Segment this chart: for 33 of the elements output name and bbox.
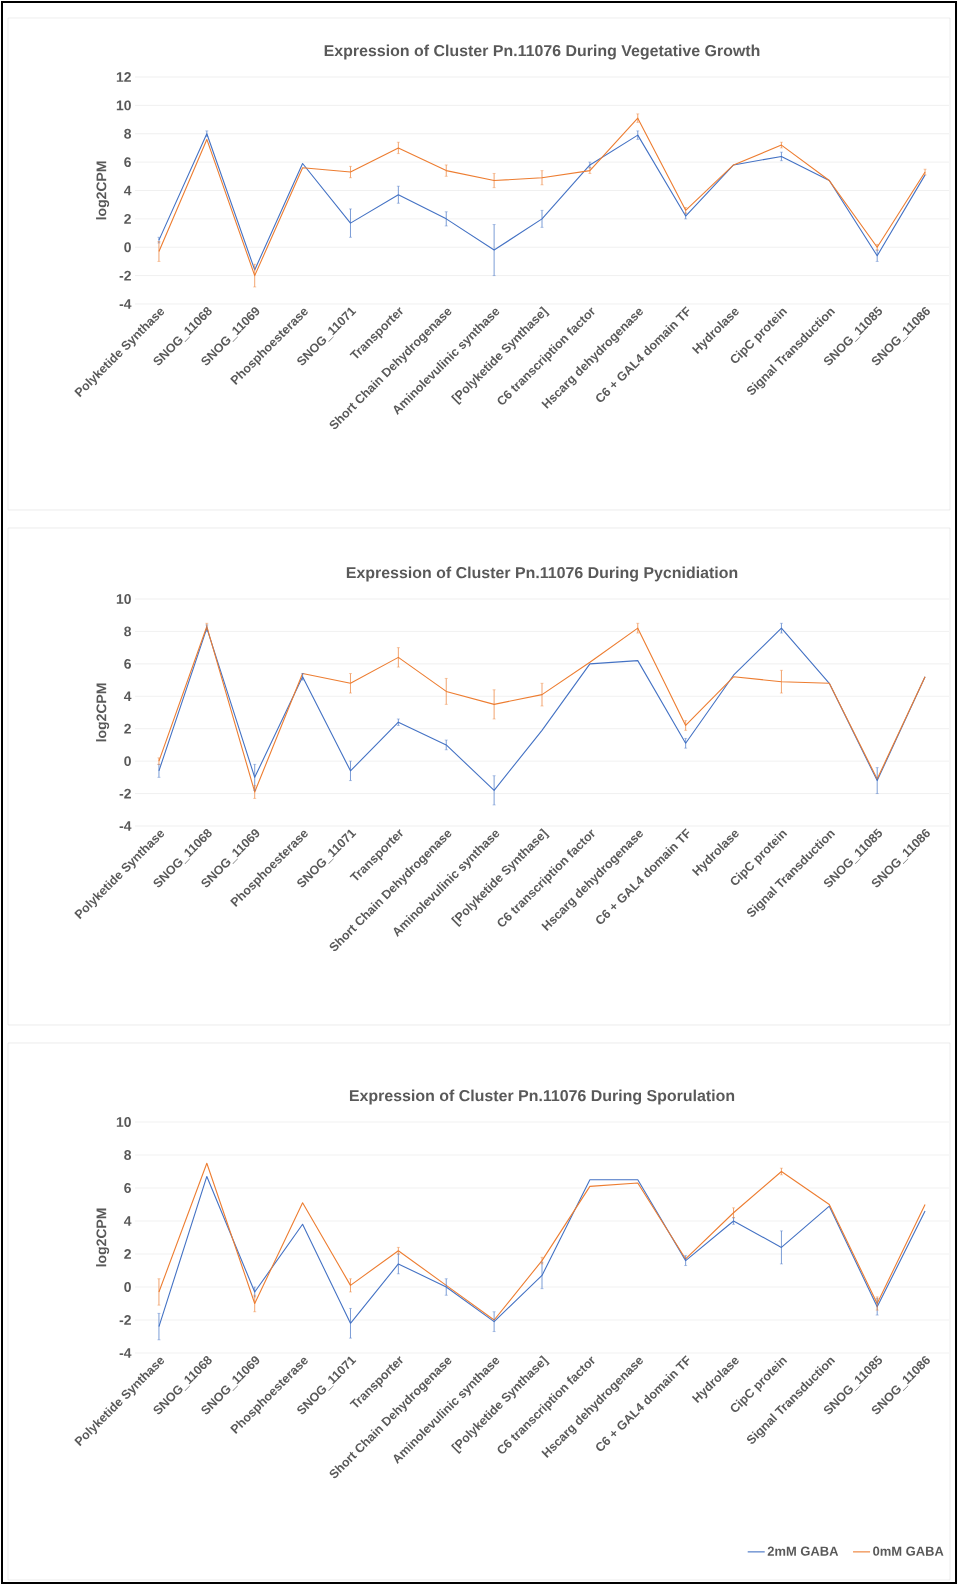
y-tick-label: 2 [124, 1249, 131, 1259]
chart-title: Expression of Cluster Pn.11076 During Vegetative Growth [324, 44, 760, 60]
y-tick-label: 4 [123, 691, 132, 702]
y-tick-label: 0 [124, 242, 131, 253]
y-tick-label: 6 [124, 157, 131, 168]
y-tick-label: 8 [124, 128, 132, 139]
y-tick-label: 6 [124, 1183, 131, 1193]
y-tick-label: 8 [124, 1150, 132, 1160]
y-tick-label: 10 [116, 594, 131, 604]
y-tick-label: -4 [119, 821, 132, 831]
y-tick-label: 12 [116, 72, 131, 82]
y-tick-label: 8 [124, 626, 132, 637]
y-tick-label: -2 [119, 788, 131, 799]
y-axis-title: log2CPM [96, 1208, 110, 1267]
y-tick-label: -2 [119, 270, 131, 281]
y-tick-label: 10 [116, 1117, 131, 1127]
legend-label: 0mM GABA [873, 1546, 944, 1556]
y-tick-label: 0 [124, 1282, 131, 1292]
y-tick-label: 0 [124, 756, 131, 767]
y-tick-label: -2 [119, 1315, 131, 1325]
y-axis-title: log2CPM [96, 683, 110, 742]
legend-label: 2mM GABA [767, 1546, 839, 1556]
y-tick-label: 2 [124, 213, 131, 224]
y-axis-title: log2CPM [96, 161, 110, 220]
y-tick-label: 6 [124, 658, 131, 669]
chart-title: Expression of Cluster Pn.11076 During Sporulation [349, 1089, 735, 1105]
y-tick-label: 2 [124, 723, 131, 734]
y-tick-label: -4 [119, 1348, 132, 1358]
y-tick-label: -4 [119, 299, 132, 309]
y-tick-label: 4 [123, 1216, 132, 1226]
y-tick-label: 4 [123, 185, 132, 196]
chart-title: Expression of Cluster Pn.11076 During Pycnidiation [346, 566, 738, 582]
y-tick-label: 10 [116, 100, 131, 111]
